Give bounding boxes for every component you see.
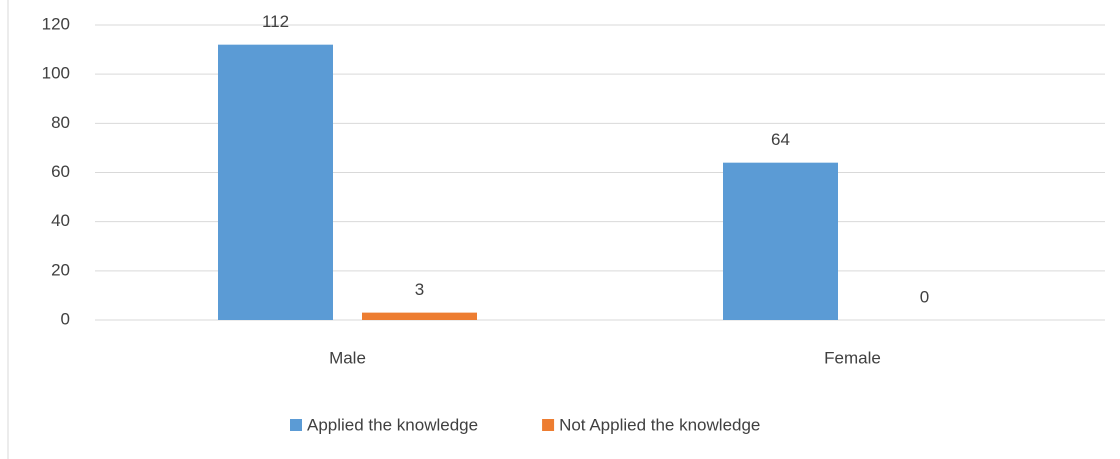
x-tick-label: Female xyxy=(824,348,881,367)
bar xyxy=(218,44,333,321)
y-tick-label: 120 xyxy=(42,14,70,33)
data-label: 3 xyxy=(415,280,424,299)
y-tick-label: 40 xyxy=(51,211,70,230)
legend-label: Not Applied the knowledge xyxy=(559,415,760,434)
y-tick-label: 100 xyxy=(42,64,70,83)
legend-swatch xyxy=(542,419,555,431)
legend-swatch xyxy=(290,419,302,431)
data-label: 0 xyxy=(920,287,929,306)
data-label: 64 xyxy=(771,130,790,149)
data-label: 112 xyxy=(262,12,289,31)
legend-label: Applied the knowledge xyxy=(307,415,478,434)
x-tick-label: Male xyxy=(329,348,366,367)
bar xyxy=(362,312,477,320)
bar xyxy=(723,162,838,320)
y-tick-label: 60 xyxy=(51,162,70,181)
y-tick-label: 20 xyxy=(51,260,70,279)
y-tick-label: 80 xyxy=(51,113,70,132)
y-tick-label: 0 xyxy=(61,309,70,328)
